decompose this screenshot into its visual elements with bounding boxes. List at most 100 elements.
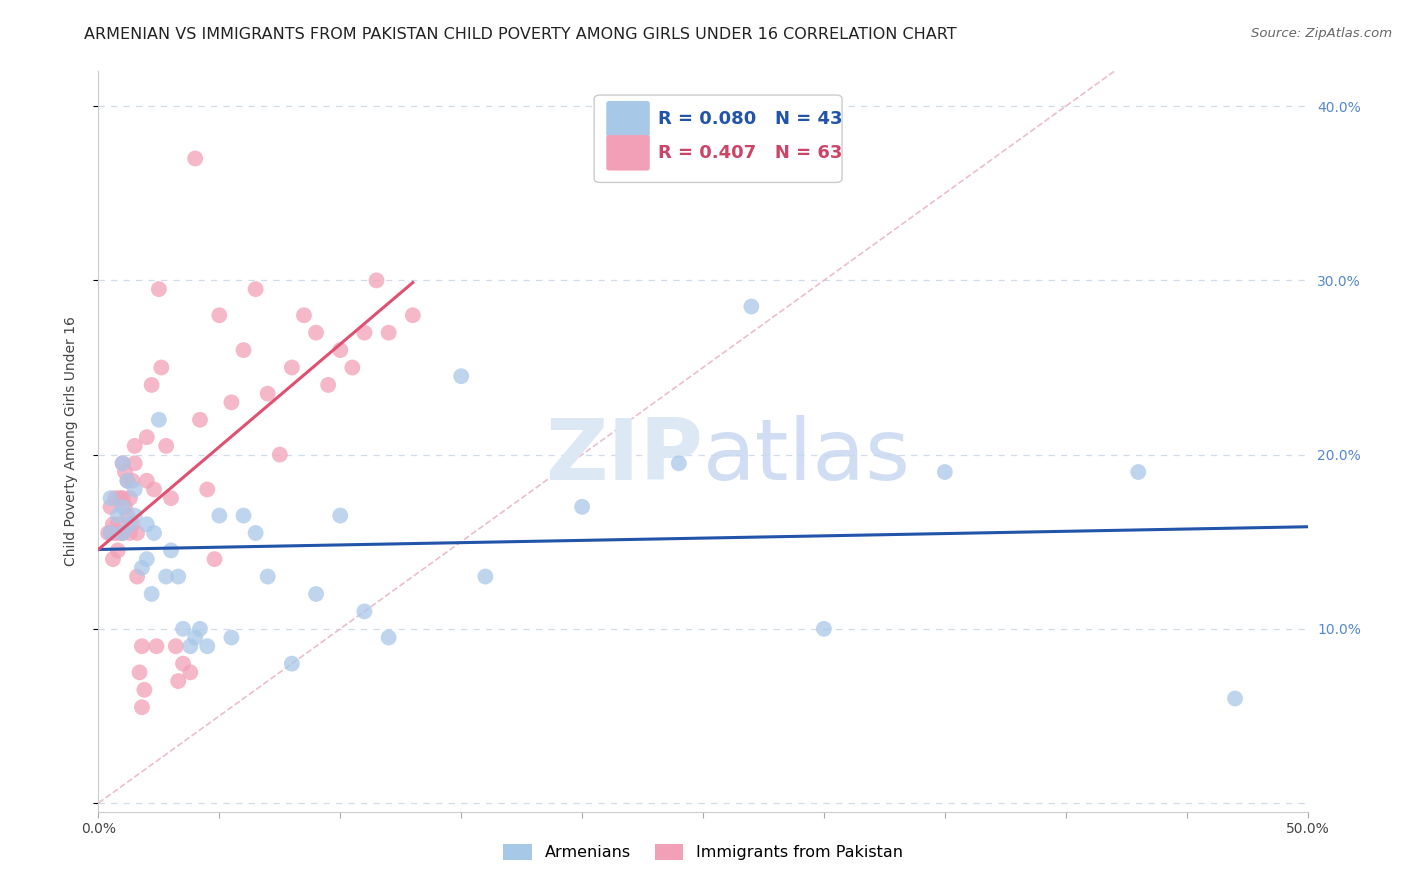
- Text: Source: ZipAtlas.com: Source: ZipAtlas.com: [1251, 27, 1392, 40]
- Point: [195, 639, 218, 653]
- Point: [128, 665, 150, 680]
- Point: [124, 439, 146, 453]
- Point: [118, 526, 141, 541]
- Point: [167, 569, 190, 583]
- Point: [245, 282, 267, 296]
- Point: [188, 413, 211, 427]
- Point: [281, 657, 304, 671]
- Point: [668, 456, 690, 470]
- Point: [195, 483, 218, 497]
- Point: [160, 491, 183, 505]
- Point: [101, 552, 124, 566]
- Point: [135, 517, 157, 532]
- Point: [402, 308, 425, 322]
- Point: [184, 152, 207, 166]
- Point: [111, 491, 134, 505]
- Point: [172, 657, 194, 671]
- Point: [100, 491, 122, 505]
- Point: [329, 343, 352, 357]
- Point: [179, 665, 201, 680]
- Text: R = 0.407   N = 63: R = 0.407 N = 63: [658, 144, 842, 161]
- Point: [100, 526, 122, 541]
- Point: [188, 622, 211, 636]
- Point: [131, 639, 153, 653]
- Point: [135, 474, 157, 488]
- Point: [179, 639, 201, 653]
- Point: [101, 517, 124, 532]
- Point: [107, 543, 129, 558]
- Point: [141, 378, 163, 392]
- Point: [934, 465, 956, 479]
- Text: R = 0.080   N = 43: R = 0.080 N = 43: [658, 110, 842, 128]
- Point: [107, 508, 129, 523]
- Point: [135, 430, 157, 444]
- Point: [121, 517, 143, 532]
- Point: [269, 448, 291, 462]
- Point: [131, 561, 153, 575]
- Point: [353, 604, 375, 618]
- Point: [117, 508, 139, 523]
- Point: [221, 395, 243, 409]
- Text: ARMENIAN VS IMMIGRANTS FROM PAKISTAN CHILD POVERTY AMONG GIRLS UNDER 16 CORRELAT: ARMENIAN VS IMMIGRANTS FROM PAKISTAN CHI…: [84, 27, 957, 42]
- FancyBboxPatch shape: [606, 101, 650, 136]
- Point: [100, 526, 122, 541]
- Point: [117, 474, 139, 488]
- Point: [377, 631, 399, 645]
- Y-axis label: Child Poverty Among Girls Under 16: Child Poverty Among Girls Under 16: [63, 317, 77, 566]
- Point: [232, 343, 254, 357]
- Point: [1128, 465, 1150, 479]
- Point: [256, 569, 278, 583]
- Point: [377, 326, 399, 340]
- Point: [145, 639, 167, 653]
- Point: [245, 526, 267, 541]
- Point: [150, 360, 173, 375]
- Point: [124, 483, 146, 497]
- Point: [256, 386, 278, 401]
- Point: [111, 456, 134, 470]
- Point: [97, 526, 120, 541]
- Point: [221, 631, 243, 645]
- Point: [292, 308, 315, 322]
- Point: [208, 508, 231, 523]
- Point: [450, 369, 472, 384]
- Point: [281, 360, 304, 375]
- Point: [167, 674, 190, 689]
- Text: ZIP: ZIP: [546, 415, 703, 498]
- Point: [232, 508, 254, 523]
- Point: [143, 483, 166, 497]
- Point: [813, 622, 835, 636]
- Point: [740, 300, 762, 314]
- Point: [148, 413, 170, 427]
- Point: [305, 587, 328, 601]
- Point: [366, 273, 388, 287]
- Point: [118, 517, 141, 532]
- Point: [104, 491, 127, 505]
- Point: [124, 508, 146, 523]
- Point: [184, 631, 207, 645]
- Point: [141, 587, 163, 601]
- Point: [571, 500, 593, 514]
- Point: [131, 700, 153, 714]
- Point: [104, 526, 127, 541]
- Point: [111, 456, 134, 470]
- Point: [172, 622, 194, 636]
- Point: [305, 326, 328, 340]
- Point: [108, 491, 131, 505]
- Point: [118, 491, 141, 505]
- Point: [124, 456, 146, 470]
- Point: [1223, 691, 1246, 706]
- Point: [111, 526, 134, 541]
- Point: [329, 508, 352, 523]
- Point: [160, 543, 183, 558]
- Point: [127, 569, 149, 583]
- Point: [148, 282, 170, 296]
- Point: [155, 439, 177, 453]
- Point: [353, 326, 375, 340]
- Point: [165, 639, 187, 653]
- Point: [111, 500, 134, 514]
- Point: [134, 682, 156, 697]
- Text: atlas: atlas: [703, 415, 911, 498]
- Point: [100, 500, 122, 514]
- FancyBboxPatch shape: [595, 95, 842, 183]
- Point: [114, 500, 136, 514]
